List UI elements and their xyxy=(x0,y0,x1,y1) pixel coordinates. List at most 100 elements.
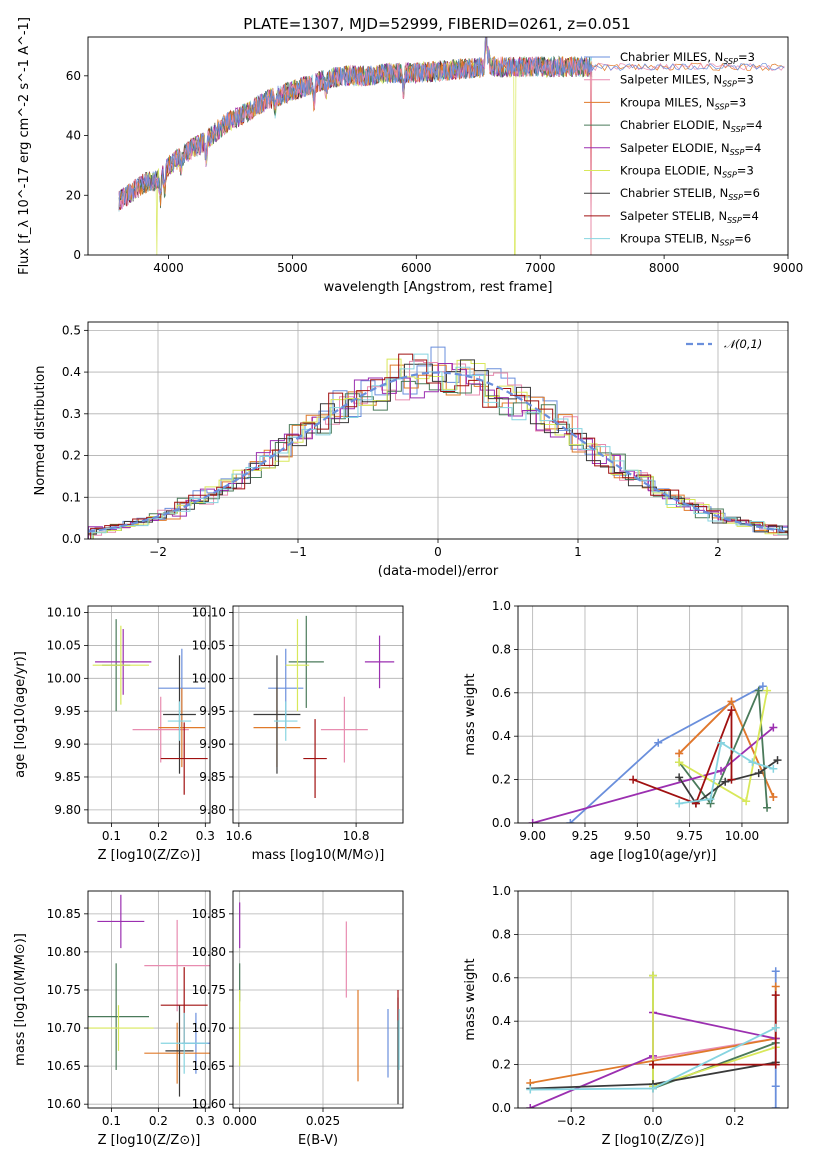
x-tick-label: −2 xyxy=(149,545,167,559)
y-tick-label: 9.95 xyxy=(54,704,81,718)
weight-marker xyxy=(771,1023,780,1032)
weight-series-salpeter-stelib xyxy=(649,991,780,1069)
errorbar-chabrier-elodie xyxy=(288,615,324,708)
histogram-kroupa-stelib xyxy=(91,353,788,539)
errorbar-kroupa-elodie xyxy=(88,1005,154,1051)
legend-model-name: Chabrier ELODIE xyxy=(620,118,715,132)
weight-series-salpeter-elodie xyxy=(528,723,778,823)
y-tick-label: 10.65 xyxy=(47,1059,81,1073)
axes-frame xyxy=(87,605,211,824)
legend-nssp-sub: SSP xyxy=(715,102,730,111)
weight-marker xyxy=(771,1104,780,1108)
y-tick-label: 0.6 xyxy=(492,971,511,985)
weight-marker xyxy=(675,799,684,808)
weight-series-kroupa-stelib xyxy=(675,738,778,808)
legend-entry: Chabrier MILES, NSSP=3 xyxy=(620,50,755,66)
legend-eq: = xyxy=(737,73,747,87)
axes-frame xyxy=(87,890,211,1109)
weight-marker xyxy=(771,982,780,991)
x-tick-label: 0.1 xyxy=(102,1114,121,1128)
y-tick-label: 1.0 xyxy=(492,599,511,613)
x-tick-label: 10.00 xyxy=(725,829,759,843)
errorbar-salpeter-stelib xyxy=(303,719,327,799)
panel-7: 0.000 0.025 10.60 10.65 10.70 10.75 10.80 10.85… xyxy=(192,890,404,1148)
y-tick-label: 0.0 xyxy=(492,816,511,830)
errorbar-kroupa-elodie xyxy=(92,625,149,705)
legend-nssp-value: 4 xyxy=(755,118,762,132)
weight-marker xyxy=(675,773,684,782)
y-tick-label: 9.90 xyxy=(54,737,81,751)
x-tick-label: 1 xyxy=(574,545,582,559)
legend-nssp-value: 3 xyxy=(748,50,755,64)
y-tick-label: 0.4 xyxy=(492,1014,511,1028)
axes-frame xyxy=(517,890,789,1109)
y-axis-label: Normed distribution xyxy=(33,366,48,496)
legend-nssp-sub: SSP xyxy=(720,239,735,248)
x-tick-label: 0 xyxy=(434,545,442,559)
legend-model-name: Kroupa STELIB xyxy=(620,232,704,246)
weight-series-kroupa-elodie xyxy=(675,686,772,806)
weight-marker xyxy=(763,803,772,812)
x-tick-label: 0.2 xyxy=(149,1114,168,1128)
x-tick-label: 9.50 xyxy=(624,829,651,843)
plot-area xyxy=(239,902,400,1105)
errorbar-salpeter-miles xyxy=(132,696,189,763)
y-tick-label: 10.75 xyxy=(47,983,81,997)
weight-marker xyxy=(754,686,763,695)
weight-marker xyxy=(717,766,726,775)
y-tick-label: 0 xyxy=(73,248,81,262)
x-axis-label: mass [log10(M/M⊙)] xyxy=(252,848,385,863)
y-tick-label: 0.8 xyxy=(492,642,511,656)
weight-marker xyxy=(763,686,772,695)
x-tick-label: 5000 xyxy=(277,261,308,275)
y-tick-label: 0.2 xyxy=(492,773,511,787)
panel-5: 9.00 9.25 9.50 9.75 10.00 0.0 0.2 0.4 0.6 0.8 1.0 a… xyxy=(463,599,789,863)
plot-area xyxy=(88,894,210,1097)
weight-marker xyxy=(528,819,537,823)
plot-area xyxy=(118,37,785,255)
panel-8: −0.2 0.0 0.2 0.0 0.2 0.4 0.6 0.8 1.0 Z [log10(Z/Z… xyxy=(463,884,789,1148)
weight-line xyxy=(632,709,733,805)
weight-marker xyxy=(526,1104,535,1108)
x-tick-label: 0.2 xyxy=(149,829,168,843)
weight-line xyxy=(678,699,775,798)
legend-model-name: Salpeter ELODIE xyxy=(620,141,714,155)
errorbar-chabrier-elodie xyxy=(88,963,149,1070)
plot-area xyxy=(526,967,780,1108)
weight-marker xyxy=(754,769,763,778)
weight-marker xyxy=(727,775,736,784)
errorbar-kroupa-stelib xyxy=(160,1012,208,1074)
legend-eq: = xyxy=(742,209,752,223)
histogram-kroupa-elodie xyxy=(92,358,788,539)
plot-area xyxy=(253,615,395,799)
legend-nssp-value: 6 xyxy=(744,232,751,246)
y-tick-label: 1.0 xyxy=(492,884,511,898)
legend-nssp-sub: SSP xyxy=(727,216,742,225)
y-tick-label: 0.3 xyxy=(62,407,81,421)
x-axis-label: Z [log10(Z/Z⊙)] xyxy=(98,848,201,863)
panel-4: 10.6 10.8 9.80 9.85 9.90 9.95 10.00 10.05 10.10 m… xyxy=(192,605,404,863)
axes-frame xyxy=(232,605,404,824)
x-tick-label: 9.25 xyxy=(572,829,599,843)
spectrum-chabrier-stelib xyxy=(118,37,593,207)
errorbar-salpeter-miles xyxy=(144,919,210,1012)
y-tick-label: 10.60 xyxy=(47,1097,81,1111)
y-tick-label: 9.80 xyxy=(54,803,81,817)
weight-marker xyxy=(771,1060,780,1069)
errorbar-kroupa-elodie xyxy=(285,619,310,712)
legend-nssp-sub: SSP xyxy=(723,57,738,66)
y-tick-label: 10.00 xyxy=(192,671,226,685)
x-tick-label: 10.6 xyxy=(226,829,253,843)
x-axis-label: age [log10(age/yr)] xyxy=(590,848,717,863)
legend-nssp-sub: SSP xyxy=(728,193,743,202)
x-tick-label: 7000 xyxy=(525,261,556,275)
weight-marker xyxy=(649,971,657,980)
legend-eq: = xyxy=(743,186,753,200)
plot-area xyxy=(92,619,208,795)
y-tick-label: 0.0 xyxy=(492,1101,511,1115)
weight-marker xyxy=(769,764,778,773)
y-tick-label: 10.85 xyxy=(192,907,226,921)
y-tick-label: 0.6 xyxy=(492,686,511,700)
